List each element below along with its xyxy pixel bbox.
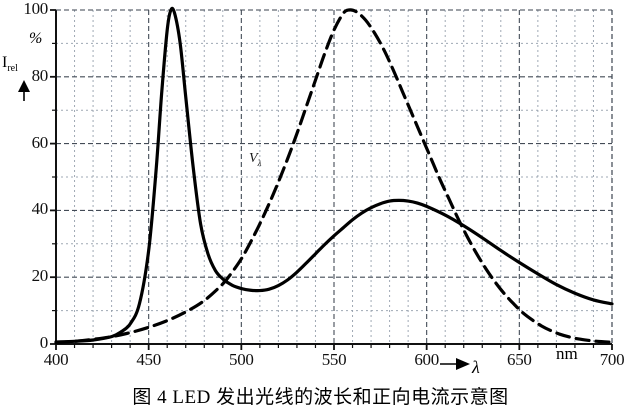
x-axis-unit-label: nm xyxy=(556,344,578,363)
v-lambda-curve-label: Vλ xyxy=(249,151,261,168)
y-tick-label-0: 0 xyxy=(39,333,49,352)
y-tick-label-80: 80 xyxy=(31,65,49,85)
v-lambda-main: V xyxy=(249,151,258,166)
y-tick-label-20: 20 xyxy=(31,266,49,286)
y-axis-symbol-sub: rel xyxy=(7,63,18,75)
x-tick-label-650: 650 xyxy=(507,350,532,369)
data-series-group xyxy=(54,6,614,345)
x-tick-label-700: 700 xyxy=(599,350,625,369)
chart-plot-area: % Irel nm λ Vλ 0 20 40 60 80 100 400 450 500 550… xyxy=(2,0,625,377)
y-tick-label-100: 100 xyxy=(23,0,48,18)
figure-caption: 图 4 LED 发出光线的波长和正向电流示意图 xyxy=(132,387,509,408)
x-tick-label-400: 400 xyxy=(43,350,69,369)
grid-major-lines xyxy=(55,9,613,345)
x-tick-label-500: 500 xyxy=(229,350,254,369)
x-axis-arrow-icon xyxy=(456,358,470,370)
x-tick-label-450: 450 xyxy=(136,350,161,369)
y-axis-unit-label: % xyxy=(29,30,43,47)
y-axis-arrow-icon xyxy=(18,80,30,92)
grid-minor-lines xyxy=(56,10,612,344)
axis-tick-marks xyxy=(50,9,613,350)
chart-svg xyxy=(18,6,614,370)
y-axis-symbol-main: I xyxy=(2,54,8,71)
series-curve-0 xyxy=(54,6,614,344)
y-axis-symbol-label: Irel xyxy=(2,54,18,74)
axis-arrow-icons xyxy=(18,80,470,370)
x-axis-symbol-label: λ xyxy=(472,357,480,377)
y-tick-label-60: 60 xyxy=(31,132,49,152)
y-tick-label-40: 40 xyxy=(31,199,49,219)
series-curve-1 xyxy=(54,8,614,345)
x-tick-label-550: 550 xyxy=(321,350,347,369)
x-tick-label-600: 600 xyxy=(414,350,439,369)
v-lambda-sub: λ xyxy=(257,157,262,168)
